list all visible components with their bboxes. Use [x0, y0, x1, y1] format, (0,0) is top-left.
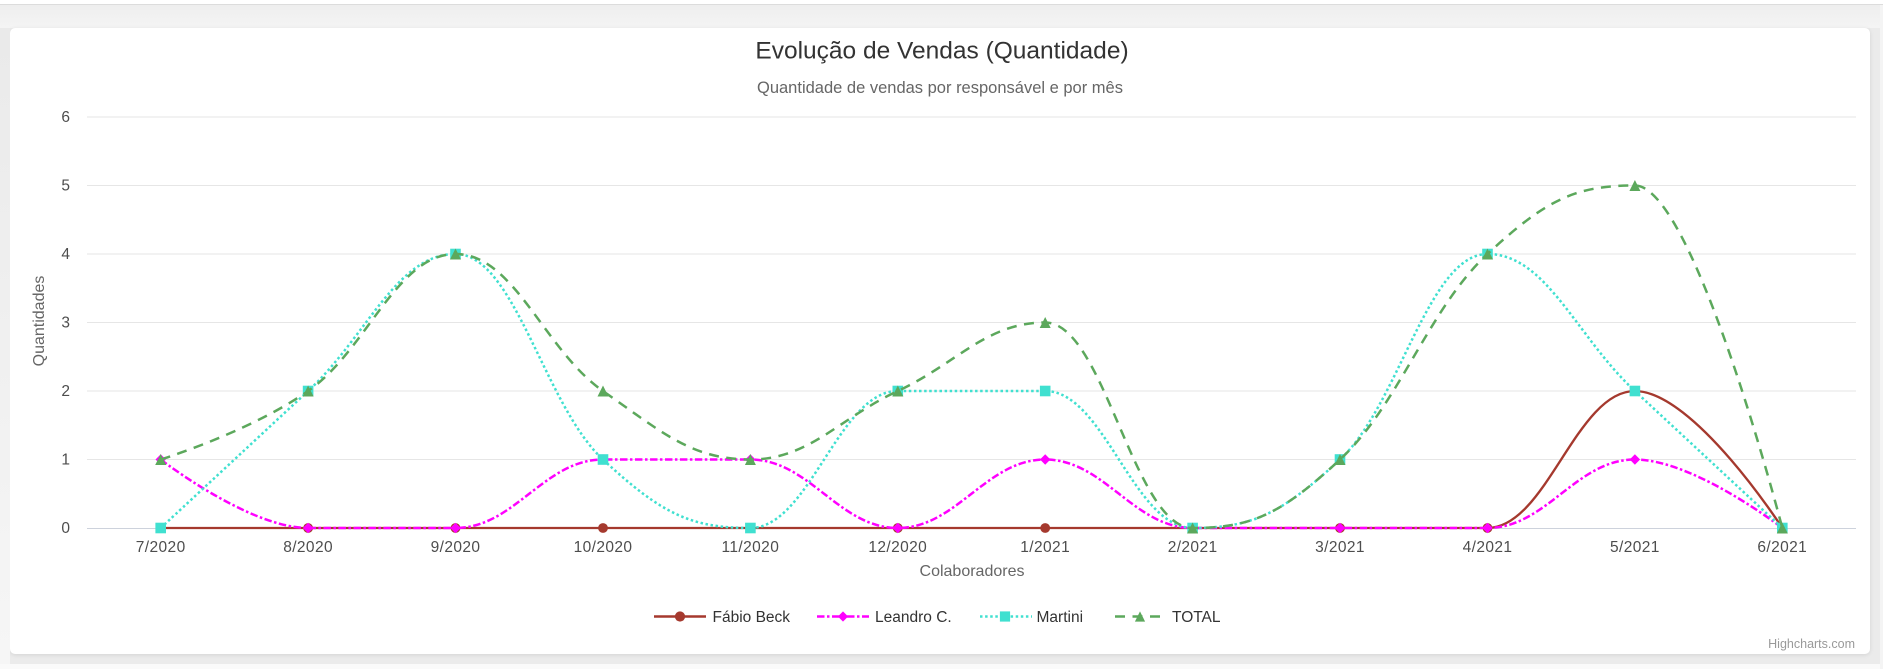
svg-text:Martini: Martini: [1037, 609, 1084, 626]
svg-text:8/2020: 8/2020: [283, 539, 333, 556]
svg-text:Fábio Beck: Fábio Beck: [713, 609, 791, 626]
svg-text:10/2020: 10/2020: [574, 539, 633, 556]
svg-text:3/2021: 3/2021: [1315, 539, 1365, 556]
svg-text:Quantidades: Quantidades: [31, 276, 48, 367]
svg-text:Leandro C.: Leandro C.: [875, 609, 952, 626]
svg-text:5: 5: [61, 178, 70, 195]
svg-text:TOTAL: TOTAL: [1172, 609, 1221, 626]
svg-text:2/2021: 2/2021: [1168, 539, 1218, 556]
svg-text:1: 1: [61, 452, 70, 469]
svg-text:7/2020: 7/2020: [136, 539, 186, 556]
svg-text:Colaboradores: Colaboradores: [920, 563, 1025, 580]
svg-text:Quantidade de vendas por respo: Quantidade de vendas por responsável e p…: [757, 79, 1123, 97]
svg-text:Evolução de Vendas (Quantidade: Evolução de Vendas (Quantidade): [755, 38, 1128, 65]
svg-text:4: 4: [61, 246, 70, 263]
svg-text:5/2021: 5/2021: [1610, 539, 1660, 556]
svg-text:1/2021: 1/2021: [1020, 539, 1070, 556]
svg-text:0: 0: [61, 520, 70, 537]
svg-text:2: 2: [61, 383, 70, 400]
svg-text:6: 6: [61, 109, 70, 126]
svg-text:12/2020: 12/2020: [868, 539, 927, 556]
svg-text:9/2020: 9/2020: [431, 539, 481, 556]
svg-text:Highcharts.com: Highcharts.com: [1768, 637, 1855, 651]
svg-text:4/2021: 4/2021: [1463, 539, 1513, 556]
svg-text:3: 3: [61, 315, 70, 332]
svg-text:6/2021: 6/2021: [1757, 539, 1807, 556]
svg-text:11/2020: 11/2020: [722, 539, 780, 556]
